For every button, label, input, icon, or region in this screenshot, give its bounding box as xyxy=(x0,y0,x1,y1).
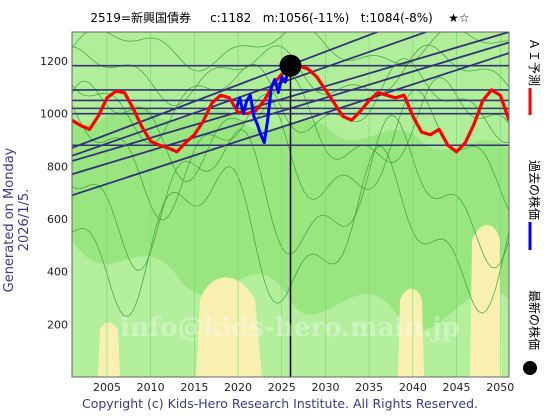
x-tick-label: 2025 xyxy=(268,381,296,394)
x-tick-label: 2010 xyxy=(137,381,165,394)
legend-label-latest: 最新の株価 xyxy=(527,290,542,350)
zone-shade-2 xyxy=(98,322,120,377)
legend-label-ai: ＡＩ予測 xyxy=(527,38,541,86)
copyright-footer: Copyright (c) Kids-Hero Research Institu… xyxy=(81,396,479,411)
x-tick-label: 2015 xyxy=(180,381,208,394)
ticker-title: 2519=新興国債券 xyxy=(90,11,191,25)
legend-label-past: 過去の株価 xyxy=(527,160,542,220)
legend: ＡＩ予測 過去の株価 最新の株価 xyxy=(523,38,542,375)
latest-price-marker xyxy=(279,54,302,77)
current-price: c:1182 xyxy=(210,11,252,25)
past-price-line xyxy=(234,64,292,145)
target-price: t:1084(-8%) xyxy=(360,11,433,25)
x-tick-label: 2050 xyxy=(486,381,514,394)
y-tick-label: 400 xyxy=(47,266,68,279)
y-tick-label: 600 xyxy=(47,213,68,226)
x-tick-label: 2005 xyxy=(93,381,121,394)
plot-frame xyxy=(71,31,510,378)
y-tick-label: 1000 xyxy=(40,108,68,121)
zone-shade-1 xyxy=(196,277,262,377)
y-axis-ticks: 200 400 600 800 1000 1200 xyxy=(40,55,68,331)
mid-price: m:1056(-11%) xyxy=(262,11,350,25)
x-tick-label: 2020 xyxy=(224,381,252,394)
y-tick-label: 200 xyxy=(47,318,68,331)
y-axis-caption: Generated on Monday 2026/1/5. xyxy=(2,147,32,293)
zone-shade-4 xyxy=(470,225,502,377)
envelope-line xyxy=(72,32,509,72)
y-tick-label: 1200 xyxy=(40,55,68,68)
x-tick-label: 2035 xyxy=(355,381,383,394)
x-axis-ticks: 2005 2010 2015 2020 2025 2030 2035 2040 2045 2050 xyxy=(93,381,514,394)
watermark: info@kids-hero.main.jp xyxy=(120,313,460,343)
x-tick-label: 2030 xyxy=(311,381,339,394)
x-tick-label: 2045 xyxy=(443,381,471,394)
x-tick-label: 2040 xyxy=(399,381,427,394)
rating-stars: ★☆ xyxy=(448,11,470,25)
chart-header: 2519=新興国債券 c:1182 m:1056(-11%) t:1084(-8… xyxy=(0,9,560,26)
zone-shade-3 xyxy=(398,288,424,377)
y-tick-label: 800 xyxy=(47,160,68,173)
legend-swatch-latest xyxy=(523,361,537,375)
